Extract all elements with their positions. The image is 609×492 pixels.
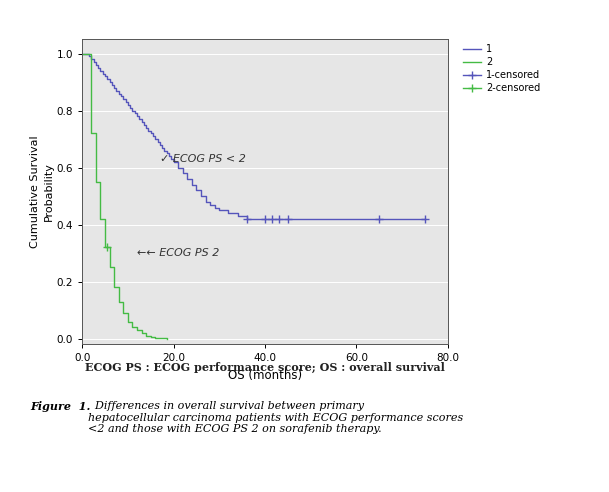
X-axis label: OS (months): OS (months) [228, 369, 302, 382]
Point [283, 215, 292, 223]
Point [267, 215, 276, 223]
Text: Figure  1.: Figure 1. [30, 401, 91, 412]
Text: ←← ECOG PS 2: ←← ECOG PS 2 [137, 248, 219, 258]
Point [242, 215, 252, 223]
Text: ECOG PS : ECOG performance score; OS : overall survival: ECOG PS : ECOG performance score; OS : o… [85, 362, 445, 373]
Point [260, 215, 270, 223]
Y-axis label: Cumulative Survival
Probability: Cumulative Survival Probability [30, 136, 54, 248]
Point [274, 215, 284, 223]
Text: ✓ ECOG PS < 2: ✓ ECOG PS < 2 [160, 154, 246, 164]
Point [420, 215, 430, 223]
Legend: 1, 2, 1-censored, 2-censored: 1, 2, 1-censored, 2-censored [463, 44, 540, 93]
Point [374, 215, 384, 223]
Point [102, 244, 112, 251]
Text: Differences in overall survival between primary
hepatocellular carcinoma patient: Differences in overall survival between … [88, 401, 463, 434]
